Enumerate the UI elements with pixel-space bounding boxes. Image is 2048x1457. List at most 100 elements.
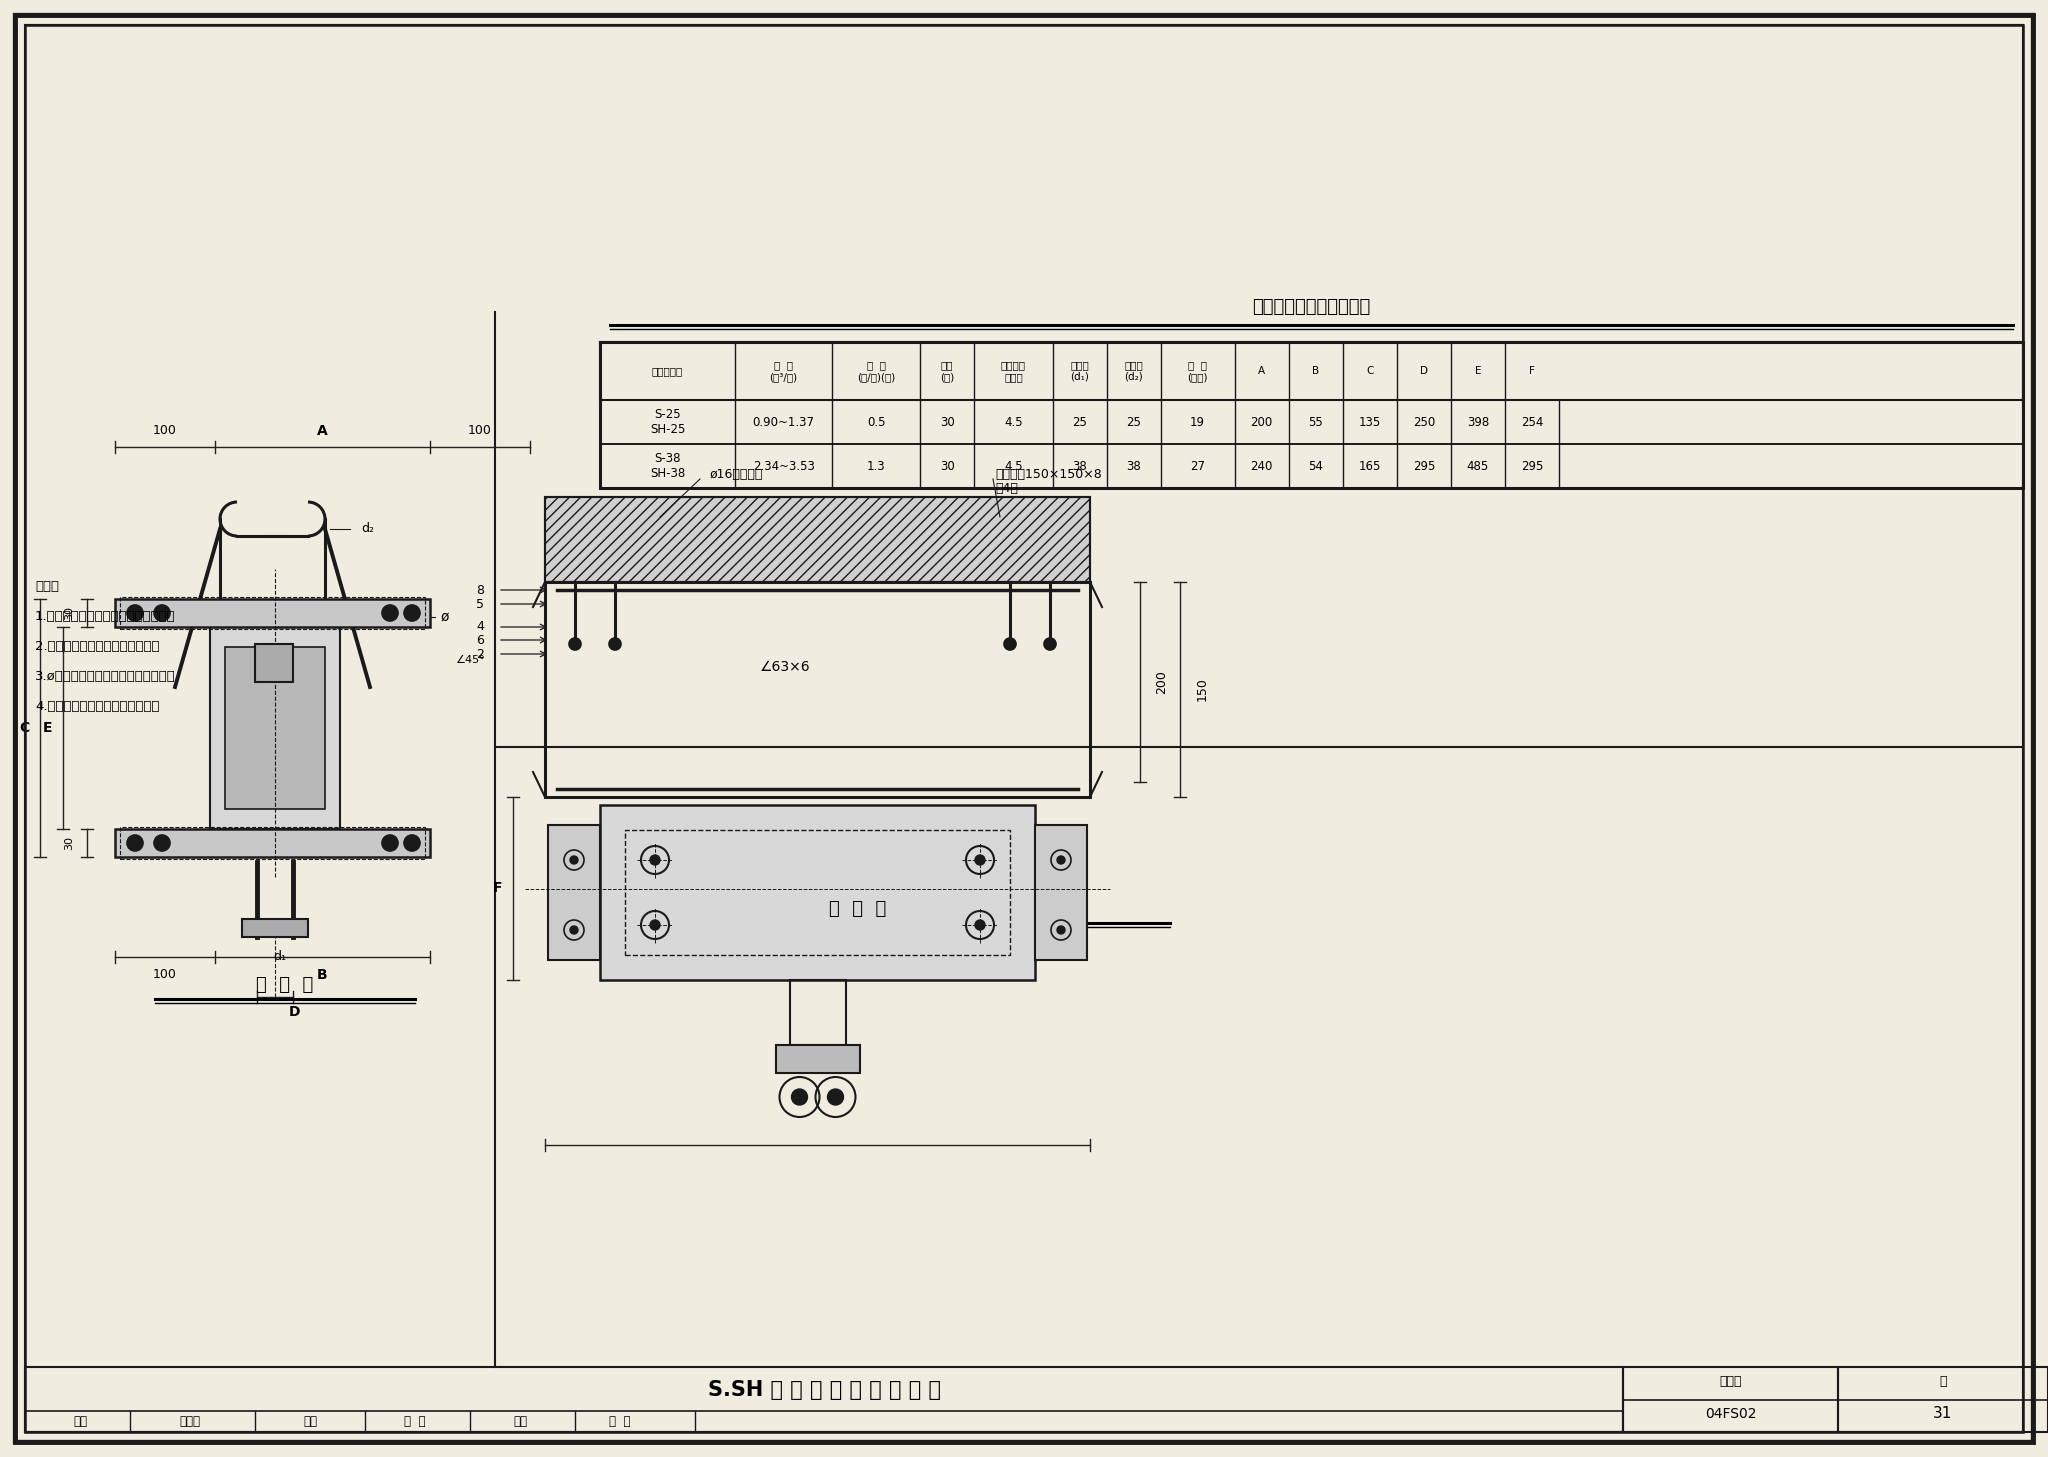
Text: 30: 30 <box>63 606 74 621</box>
Text: 进水管
(d₁): 进水管 (d₁) <box>1071 360 1090 382</box>
Bar <box>1622 1367 1837 1400</box>
Text: F: F <box>492 881 502 896</box>
Text: 135: 135 <box>1358 415 1380 428</box>
Bar <box>1034 825 1087 960</box>
Text: 泵  重
(公斤): 泵 重 (公斤) <box>1188 360 1208 382</box>
Text: 25: 25 <box>1126 415 1141 428</box>
Text: 3.ø值根据到货手摇泵的螺孔尺寸定。: 3.ø值根据到货手摇泵的螺孔尺寸定。 <box>35 670 176 683</box>
Text: E: E <box>43 721 51 734</box>
Text: d₁: d₁ <box>274 950 287 963</box>
Circle shape <box>975 919 985 930</box>
Bar <box>256 644 293 682</box>
Bar <box>600 342 2023 401</box>
Text: 31: 31 <box>1933 1406 1952 1421</box>
Bar <box>776 1045 860 1072</box>
Bar <box>545 497 1090 581</box>
Text: 许为民: 许为民 <box>180 1415 201 1428</box>
Bar <box>600 806 1034 981</box>
Text: 04FS02: 04FS02 <box>1704 1407 1757 1421</box>
Text: 485: 485 <box>1466 459 1489 472</box>
Text: 扬程
(米): 扬程 (米) <box>940 360 954 382</box>
Text: 398: 398 <box>1466 415 1489 428</box>
Text: d₂: d₂ <box>362 523 375 536</box>
Bar <box>242 919 307 937</box>
Circle shape <box>1057 857 1065 864</box>
Bar <box>600 401 2023 444</box>
Text: 说明：: 说明： <box>35 580 59 593</box>
Circle shape <box>127 605 143 621</box>
Text: 页: 页 <box>1939 1375 1948 1389</box>
Bar <box>1837 1367 2048 1400</box>
Text: D: D <box>1419 366 1427 376</box>
Text: 30: 30 <box>63 836 74 849</box>
Bar <box>121 828 426 860</box>
Circle shape <box>649 855 659 865</box>
Circle shape <box>1044 638 1057 650</box>
Text: C: C <box>18 721 29 734</box>
Text: 8: 8 <box>475 583 483 596</box>
Text: 设计: 设计 <box>512 1415 526 1428</box>
Text: ∠63×6: ∠63×6 <box>760 660 811 675</box>
Text: 0.90~1.37: 0.90~1.37 <box>752 415 815 428</box>
Circle shape <box>975 855 985 865</box>
Circle shape <box>383 605 397 621</box>
Text: ø16预埋锚钉: ø16预埋锚钉 <box>711 469 764 481</box>
Text: 200: 200 <box>1251 415 1272 428</box>
Circle shape <box>569 927 578 934</box>
Text: 38: 38 <box>1073 459 1087 472</box>
Circle shape <box>649 919 659 930</box>
Text: 郭  娜: 郭 娜 <box>403 1415 426 1428</box>
Text: S-38
SH-38: S-38 SH-38 <box>649 452 686 479</box>
Text: 审核: 审核 <box>74 1415 86 1428</box>
Bar <box>25 1410 1622 1432</box>
Text: F: F <box>1530 366 1536 376</box>
Circle shape <box>569 638 582 650</box>
Text: S.SH 型 手 摇 泵 选 用 安 装 图: S.SH 型 手 摇 泵 选 用 安 装 图 <box>707 1380 940 1400</box>
Text: 54: 54 <box>1309 459 1323 472</box>
Text: 25: 25 <box>1071 415 1087 428</box>
Text: ∠45°: ∠45° <box>455 656 485 664</box>
Text: 240: 240 <box>1251 459 1274 472</box>
Circle shape <box>569 857 578 864</box>
Text: 立  面  图: 立 面 图 <box>256 976 313 994</box>
Circle shape <box>154 605 170 621</box>
Text: 2.泵中的安装高度由工程设计定。: 2.泵中的安装高度由工程设计定。 <box>35 641 160 654</box>
Bar <box>625 830 1010 954</box>
Text: 165: 165 <box>1358 459 1380 472</box>
Text: 19: 19 <box>1190 415 1204 428</box>
Text: 100: 100 <box>154 424 176 437</box>
Text: 5: 5 <box>475 597 483 610</box>
Text: 图集号: 图集号 <box>1718 1375 1741 1389</box>
Circle shape <box>403 835 420 851</box>
Bar <box>25 1367 1622 1432</box>
Text: C: C <box>1366 366 1374 376</box>
Text: 吸上高度
（米）: 吸上高度 （米） <box>1001 360 1026 382</box>
Bar <box>225 647 326 809</box>
Text: 100: 100 <box>469 424 492 437</box>
Text: 2.34~3.53: 2.34~3.53 <box>752 459 815 472</box>
Circle shape <box>154 835 170 851</box>
Text: 预埋钢板150×150×8: 预埋钢板150×150×8 <box>995 469 1102 481</box>
Text: 4: 4 <box>475 621 483 634</box>
Text: 30: 30 <box>940 459 954 472</box>
Bar <box>211 627 340 829</box>
Text: 295: 295 <box>1522 459 1544 472</box>
Text: 2: 2 <box>475 647 483 660</box>
Text: 4.支架外涂樟丹和银粉漆各两道。: 4.支架外涂樟丹和银粉漆各两道。 <box>35 701 160 714</box>
Bar <box>121 597 426 629</box>
Text: 150: 150 <box>1196 678 1208 701</box>
Text: 校对: 校对 <box>303 1415 317 1428</box>
Text: B: B <box>317 967 328 982</box>
Circle shape <box>1004 638 1016 650</box>
Text: 平  面  图: 平 面 图 <box>829 900 887 918</box>
Text: 任  放: 任 放 <box>608 1415 631 1428</box>
Text: 100: 100 <box>154 969 176 982</box>
Text: B: B <box>1313 366 1319 376</box>
Text: D: D <box>289 1005 301 1018</box>
Bar <box>1837 1367 2048 1432</box>
Text: 38: 38 <box>1126 459 1141 472</box>
Bar <box>115 599 430 627</box>
Text: E: E <box>1475 366 1481 376</box>
Text: 流  量
(米³/时): 流 量 (米³/时) <box>770 360 797 382</box>
Circle shape <box>127 835 143 851</box>
